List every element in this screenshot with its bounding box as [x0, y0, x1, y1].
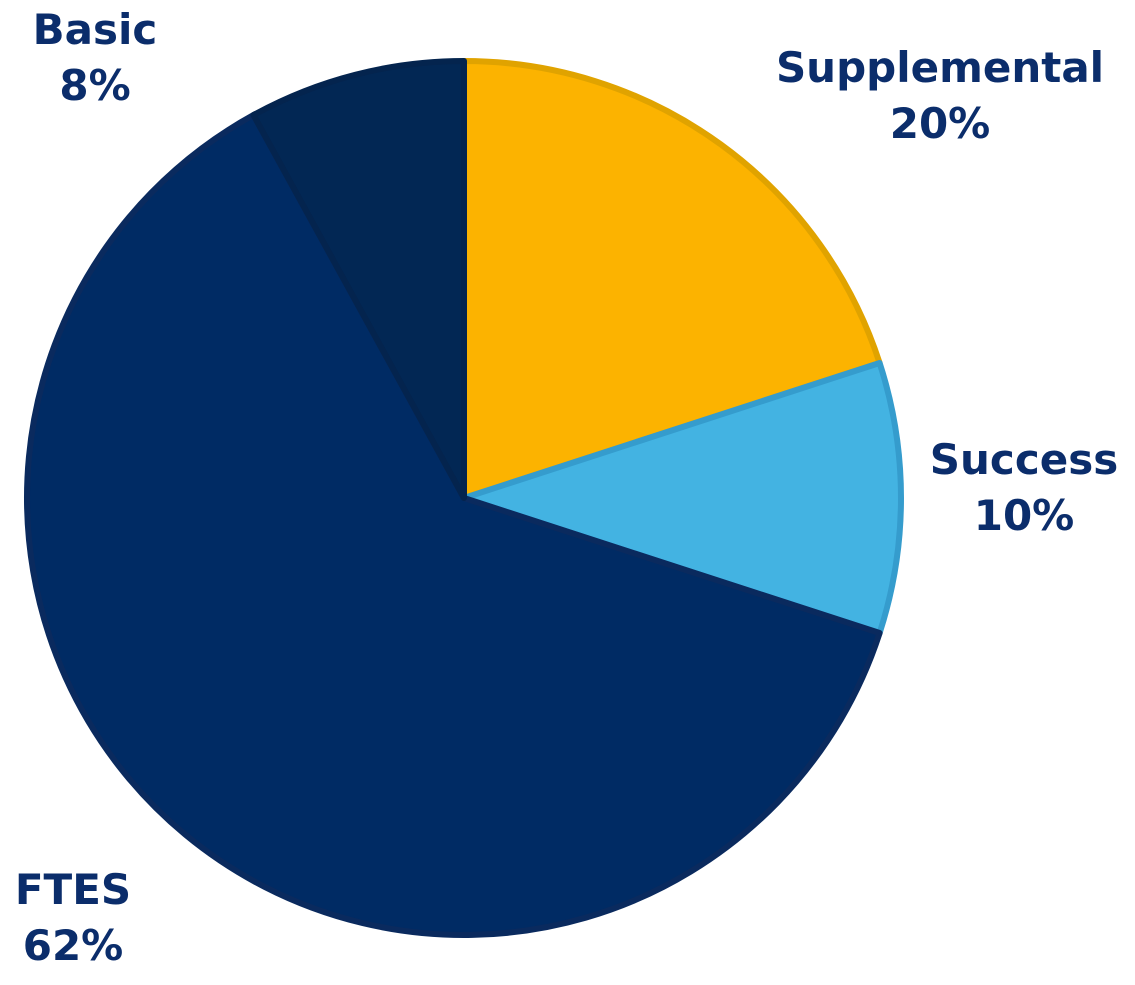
- label-ftes-name: FTES: [14, 865, 132, 914]
- label-success: Success 10%: [930, 432, 1118, 544]
- label-basic-value: 8%: [59, 61, 131, 110]
- label-supplemental-value: 20%: [889, 99, 991, 148]
- pie-slice-ftes: [24, 112, 883, 938]
- label-success-name: Success: [929, 435, 1119, 484]
- label-basic: Basic 8%: [33, 2, 158, 114]
- label-basic-name: Basic: [32, 5, 158, 54]
- label-ftes-value: 62%: [22, 921, 124, 970]
- label-success-value: 10%: [973, 491, 1075, 540]
- pie-slice-supplemental: [461, 58, 883, 501]
- label-supplemental-name: Supplemental: [775, 43, 1105, 92]
- pie-slice-success: [461, 359, 904, 637]
- label-ftes: FTES 62%: [15, 862, 131, 974]
- pie-slice-basic: [250, 58, 467, 501]
- label-supplemental: Supplemental 20%: [776, 40, 1104, 152]
